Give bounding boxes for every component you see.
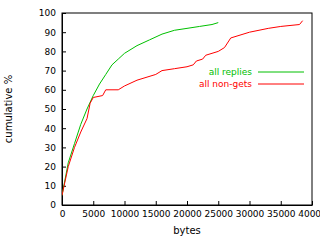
x-tick-label: 5000 bbox=[82, 209, 105, 219]
y-tick-label: 30 bbox=[45, 143, 57, 153]
x-axis-line bbox=[63, 205, 313, 206]
plot-frame bbox=[62, 13, 312, 205]
y-tick-mark bbox=[62, 51, 66, 52]
x-tick-label: 0 bbox=[60, 209, 66, 219]
y-tick-mark bbox=[62, 128, 66, 129]
x-tick: 30000 bbox=[236, 201, 265, 219]
x-tick-mark bbox=[281, 201, 282, 205]
x-tick: 20000 bbox=[173, 201, 202, 219]
y-tick: 90 bbox=[45, 28, 66, 38]
y-tick: 20 bbox=[45, 162, 66, 172]
y-tick: 30 bbox=[45, 143, 66, 153]
x-tick: 5000 bbox=[82, 201, 105, 219]
y-tick-label: 70 bbox=[45, 66, 57, 76]
x-tick-label: 35000 bbox=[267, 209, 296, 219]
series-line bbox=[62, 21, 303, 196]
y-tick-mark bbox=[62, 32, 66, 33]
x-tick-mark bbox=[187, 201, 188, 205]
legend-swatch bbox=[258, 72, 304, 73]
y-tick-mark bbox=[62, 71, 66, 72]
x-tick-mark bbox=[156, 201, 157, 205]
y-tick-label: 60 bbox=[45, 85, 57, 95]
x-tick-label: 30000 bbox=[236, 209, 265, 219]
x-tick-label: 15000 bbox=[142, 209, 171, 219]
y-tick-label: 10 bbox=[45, 181, 57, 191]
y-tick-label: 40 bbox=[45, 124, 57, 134]
y-tick: 0 bbox=[50, 200, 66, 210]
y-axis: 0 10 20 30 40 50 60 70 80 90 100 bbox=[39, 8, 66, 210]
y-tick-mark bbox=[62, 167, 66, 168]
x-tick-mark bbox=[125, 201, 126, 205]
x-tick: 15000 bbox=[142, 201, 171, 219]
y-tick-mark bbox=[62, 90, 66, 91]
x-axis-title: bytes bbox=[173, 225, 201, 236]
y-axis-title: cumulative % bbox=[3, 75, 14, 143]
y-tick: 80 bbox=[45, 47, 66, 57]
y-tick-mark bbox=[62, 147, 66, 148]
y-tick: 50 bbox=[45, 104, 66, 114]
x-tick: 40000 bbox=[298, 201, 320, 219]
x-tick: 35000 bbox=[267, 201, 296, 219]
x-tick: 25000 bbox=[204, 201, 233, 219]
x-tick-label: 20000 bbox=[173, 209, 202, 219]
lines bbox=[62, 21, 303, 196]
x-tick-mark bbox=[312, 201, 313, 205]
x-tick-mark bbox=[250, 201, 251, 205]
chart: 0 5000 10000150002000025000300003500040000… bbox=[0, 0, 320, 240]
y-tick: 60 bbox=[45, 85, 66, 95]
y-tick-label: 20 bbox=[45, 162, 57, 172]
y-tick-mark bbox=[62, 13, 66, 14]
legend-label: all non-gets bbox=[199, 79, 252, 89]
y-tick: 100 bbox=[39, 8, 66, 18]
series-line bbox=[62, 23, 218, 196]
y-tick-mark bbox=[62, 205, 66, 206]
x-tick-label: 25000 bbox=[204, 209, 233, 219]
legend-label: all replies bbox=[209, 67, 253, 77]
y-tick-label: 0 bbox=[50, 200, 56, 210]
y-tick-label: 90 bbox=[45, 28, 57, 38]
legend: all replies all non-gets bbox=[199, 67, 304, 89]
y-tick-label: 50 bbox=[45, 104, 57, 114]
y-tick-label: 80 bbox=[45, 47, 57, 57]
x-tick-mark bbox=[93, 201, 94, 205]
x-tick: 10000 bbox=[111, 201, 140, 219]
y-tick-label: 100 bbox=[39, 8, 56, 18]
x-tick-label: 40000 bbox=[298, 209, 320, 219]
x-tick-mark bbox=[218, 201, 219, 205]
legend-swatch bbox=[258, 84, 304, 85]
y-tick-mark bbox=[62, 109, 66, 110]
y-tick: 40 bbox=[45, 124, 66, 134]
y-tick: 70 bbox=[45, 66, 66, 76]
x-tick-label: 10000 bbox=[111, 209, 140, 219]
x-axis: 0 5000 10000150002000025000300003500040000 bbox=[60, 201, 320, 219]
